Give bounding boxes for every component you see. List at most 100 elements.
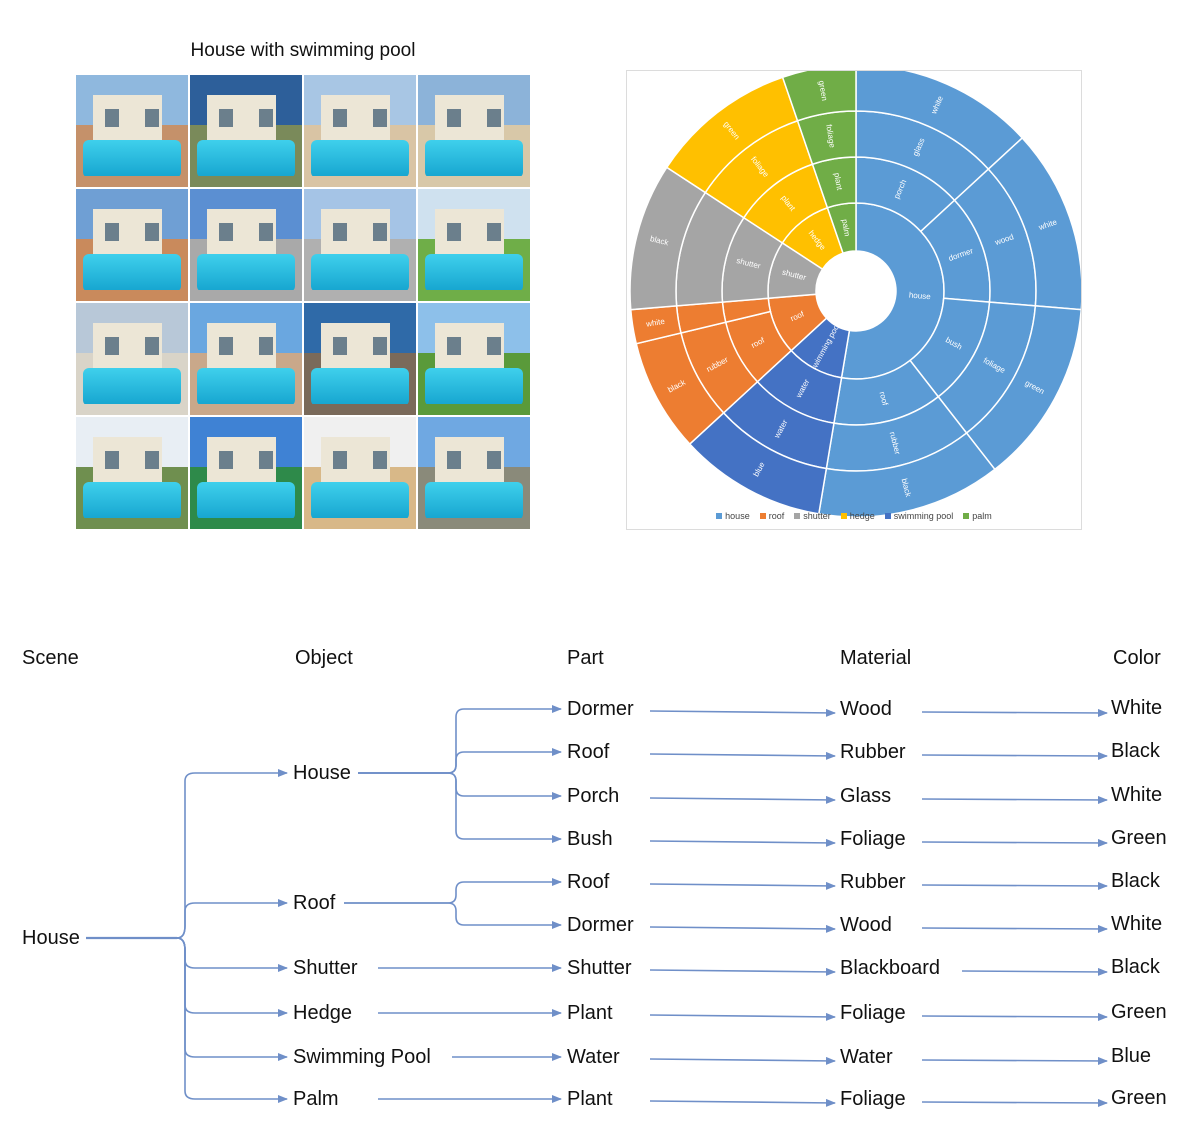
sunburst-chart: house porch glass white dormer wood white bush f… — [626, 70, 1082, 530]
tree-connector — [649, 1056, 836, 1065]
sunburst-label: house — [909, 291, 932, 302]
tree-connector — [921, 1012, 1108, 1021]
photo-house — [434, 209, 505, 254]
tree-connector — [358, 748, 562, 774]
object-label: Hedge — [293, 1002, 352, 1024]
photo-grid-title: House with swimming pool — [190, 40, 416, 61]
pool-photo — [190, 75, 302, 187]
material-label: Rubber — [840, 871, 906, 893]
pool-photo — [418, 303, 530, 415]
photo-house — [320, 323, 391, 368]
sunburst-label: plant — [832, 172, 844, 191]
object-label: Shutter — [293, 957, 358, 979]
photo-house — [320, 95, 391, 140]
color-label: White — [1111, 913, 1163, 935]
photo-deck — [418, 289, 530, 301]
legend-item: palm — [963, 511, 992, 521]
legend-swatch — [794, 513, 801, 519]
tree-connector — [649, 1012, 836, 1021]
photo-house — [92, 437, 163, 482]
object-label: House — [293, 762, 351, 784]
part-label: Roof — [567, 741, 610, 763]
legend-item: shutter — [794, 511, 831, 521]
photo-pool — [424, 481, 524, 521]
header-part: Part — [567, 647, 604, 669]
scene-label: House — [22, 927, 80, 949]
tree-connector — [176, 769, 288, 939]
pool-photo — [418, 75, 530, 187]
tree-connector — [176, 937, 288, 972]
photo-house — [434, 323, 505, 368]
photo-pool — [82, 481, 182, 521]
material-label: Wood — [840, 698, 892, 720]
sunburst-segment — [781, 71, 857, 122]
material-label: Foliage — [840, 1088, 906, 1110]
photo-deck — [418, 175, 530, 187]
photo-house — [92, 95, 163, 140]
photo-deck — [304, 175, 416, 187]
tree-connector — [344, 878, 562, 904]
material-label: Glass — [840, 785, 892, 807]
legend-item: swimming pool — [884, 511, 954, 521]
sunburst-svg: houseporchglasswhitedormerwoodwhitebushf… — [629, 71, 1081, 518]
color-label: Blue — [1111, 1045, 1152, 1067]
photo-deck — [418, 517, 530, 529]
photo-pool — [196, 481, 296, 521]
color-label: Black — [1111, 956, 1160, 978]
tree-connector — [921, 924, 1108, 933]
photo-pool — [424, 367, 524, 407]
tree-connector — [649, 881, 836, 890]
legend-label: hedge — [849, 511, 875, 521]
tree-connector — [176, 937, 288, 1103]
legend-label: house — [725, 511, 750, 521]
legend-swatch — [963, 513, 970, 519]
photo-pool — [196, 367, 296, 407]
photo-deck — [76, 517, 188, 529]
photo-deck — [304, 517, 416, 529]
part-label: Roof — [567, 871, 610, 893]
tree-connector — [961, 967, 1108, 976]
photo-pool — [310, 253, 410, 293]
part-label: Dormer — [567, 914, 634, 936]
photo-pool — [310, 139, 410, 179]
legend-swatch — [884, 513, 891, 519]
material-label: Blackboard — [840, 957, 941, 979]
photo-house — [206, 209, 277, 254]
pool-photo — [76, 417, 188, 529]
part-label: Plant — [567, 1002, 613, 1024]
legend-item: roof — [759, 511, 784, 521]
pool-photo — [418, 189, 530, 301]
photo-deck — [76, 175, 188, 187]
photo-deck — [76, 403, 188, 415]
header-material: Material — [840, 647, 912, 669]
photo-grid — [76, 75, 530, 529]
pool-photo — [304, 303, 416, 415]
tree-connector — [921, 838, 1108, 847]
legend-label: swimming pool — [893, 511, 954, 521]
pool-photo — [304, 75, 416, 187]
color-label: Green — [1111, 827, 1167, 849]
sunburst-label: white — [645, 317, 666, 329]
part-label: Porch — [567, 785, 620, 807]
material-label: Rubber — [840, 741, 906, 763]
object-label: Roof — [293, 892, 336, 914]
photo-pool — [82, 139, 182, 179]
photo-pool — [82, 367, 182, 407]
part-label: Water — [567, 1046, 620, 1068]
photo-deck — [304, 403, 416, 415]
chart-legend: house roof shutter hedge swimming pool palm — [627, 511, 1081, 521]
tree-connector — [921, 1056, 1108, 1065]
photo-pool — [424, 253, 524, 293]
pool-photo — [190, 303, 302, 415]
pool-photo — [190, 189, 302, 301]
legend-swatch — [716, 513, 723, 519]
material-label: Wood — [840, 914, 892, 936]
pool-photo — [304, 189, 416, 301]
sunburst-label: green — [817, 80, 829, 102]
pool-photo — [190, 417, 302, 529]
part-label: Bush — [567, 828, 613, 850]
part-label: Shutter — [567, 957, 632, 979]
sunburst-label: foliage — [824, 124, 837, 149]
tree-connector — [649, 924, 836, 933]
tree-connector — [649, 967, 836, 976]
